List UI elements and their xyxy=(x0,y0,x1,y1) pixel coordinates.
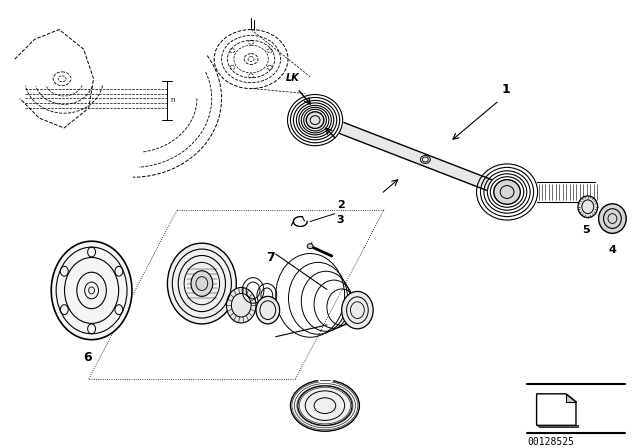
Text: 6: 6 xyxy=(83,351,92,364)
Text: 4: 4 xyxy=(609,245,616,255)
Text: 1: 1 xyxy=(501,82,510,95)
Text: n: n xyxy=(170,97,175,103)
Ellipse shape xyxy=(342,292,373,329)
Ellipse shape xyxy=(168,243,236,324)
Text: LK: LK xyxy=(285,73,300,83)
Ellipse shape xyxy=(307,244,313,249)
Polygon shape xyxy=(536,394,576,425)
Ellipse shape xyxy=(494,180,520,204)
Ellipse shape xyxy=(598,204,626,233)
Ellipse shape xyxy=(291,380,360,431)
Text: 5: 5 xyxy=(582,225,589,235)
Polygon shape xyxy=(566,394,576,402)
Ellipse shape xyxy=(578,196,598,218)
Polygon shape xyxy=(536,425,578,427)
Ellipse shape xyxy=(227,288,256,323)
Ellipse shape xyxy=(51,241,132,340)
Ellipse shape xyxy=(256,296,280,324)
Text: 2: 2 xyxy=(337,200,344,210)
Polygon shape xyxy=(340,122,492,190)
Ellipse shape xyxy=(306,112,324,129)
Ellipse shape xyxy=(191,271,212,296)
Ellipse shape xyxy=(420,155,430,164)
Text: 7: 7 xyxy=(266,251,275,264)
Text: 00128525: 00128525 xyxy=(528,437,575,447)
Text: 3: 3 xyxy=(337,215,344,225)
